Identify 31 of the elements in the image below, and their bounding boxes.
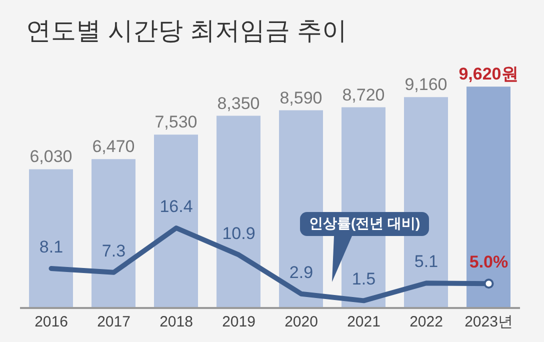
bar	[466, 86, 510, 308]
data-label: 7.3	[102, 241, 126, 260]
data-label: 9,620원	[458, 64, 518, 84]
data-label: 1.5	[352, 270, 376, 289]
data-label: 5.0%	[469, 252, 508, 272]
bar	[154, 134, 198, 308]
data-label: 8.1	[39, 237, 64, 256]
data-label: 9,160	[404, 75, 448, 94]
data-label: 10.9	[222, 224, 256, 243]
data-label: 5.1	[414, 252, 438, 272]
data-label: 6,030	[30, 147, 72, 166]
data-label: 16.4	[160, 197, 193, 216]
x-tick-label: 2016	[34, 314, 68, 331]
x-tick-label: 2018	[160, 314, 193, 331]
data-label: 6,470	[92, 137, 135, 156]
chart-title: 연도별 시간당 최저임금 추이	[26, 16, 347, 47]
data-label: 8,350	[217, 94, 260, 113]
data-label: 2.9	[289, 262, 314, 282]
text: 인상률(전년 대비)	[300, 212, 430, 236]
x-tick-label: 2022	[410, 314, 443, 331]
x-tick-label: 2020	[284, 314, 318, 331]
x-tick-label: 2019	[222, 314, 256, 331]
x-tick-label: 2021	[347, 314, 380, 331]
data-label: 7,530	[154, 112, 198, 132]
data-label: 8,720	[342, 85, 385, 104]
bar	[216, 116, 260, 308]
x-tick-label: 2023년	[464, 314, 513, 331]
bar	[92, 159, 136, 308]
data-label: 8,590	[280, 88, 322, 108]
bar	[29, 169, 73, 308]
x-tick-label: 2017	[97, 314, 130, 331]
